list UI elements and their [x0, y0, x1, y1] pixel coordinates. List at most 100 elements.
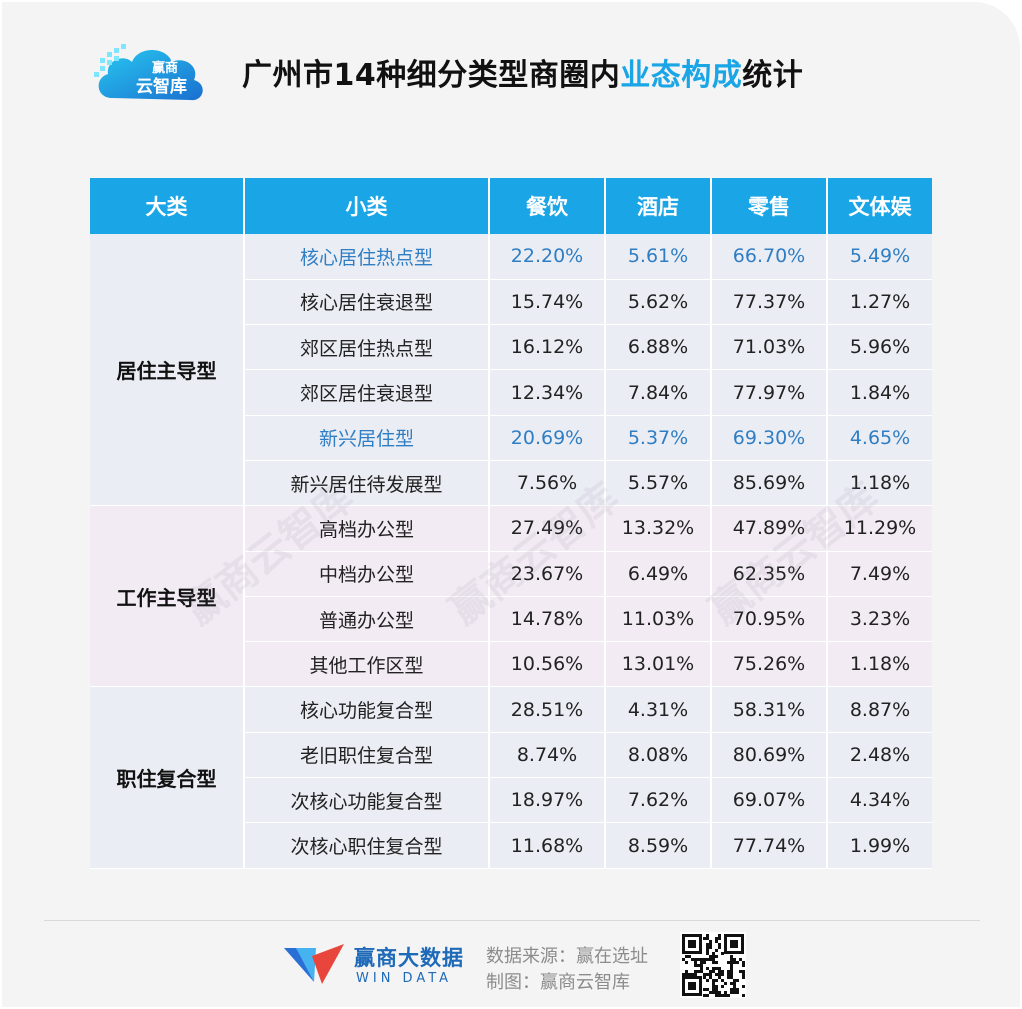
value-cell: 1.18% [827, 460, 932, 507]
logo-text-top: 赢商 [152, 60, 178, 76]
subcategory-cell: 高档办公型 [244, 505, 490, 552]
subcategory-cell: 其他工作区型 [244, 641, 490, 688]
table-row: 次核心职住复合型 11.68% 8.59% 77.74% 1.99% [90, 822, 932, 869]
value-cell: 5.96% [827, 324, 932, 371]
title-pre: 广州市14种细分类型商圈内 [242, 58, 621, 93]
value-cell: 62.35% [711, 551, 828, 597]
data-source: 数据来源：赢在选址 [486, 946, 648, 967]
title-post: 统计 [742, 58, 804, 93]
subcategory-cell: 普通办公型 [244, 596, 490, 643]
value-cell: 70.95% [711, 596, 828, 643]
value-cell: 8.87% [827, 686, 932, 733]
column-header: 零售 [711, 178, 828, 234]
table-row: 其他工作区型 10.56% 13.01% 75.26% 1.18% [90, 641, 932, 688]
value-cell: 5.49% [827, 234, 932, 280]
category-cell: 职住复合型 [90, 686, 245, 869]
value-cell: 1.99% [827, 822, 932, 869]
page-title: 广州市14种细分类型商圈内业态构成统计 [242, 52, 803, 100]
value-cell: 11.68% [489, 822, 606, 869]
value-cell: 8.74% [489, 732, 606, 779]
column-header: 餐饮 [489, 178, 606, 234]
table-row: 普通办公型 14.78% 11.03% 70.95% 3.23% [90, 596, 932, 643]
table-row: 工作主导型 高档办公型 27.49% 13.32% 47.89% 11.29% [90, 505, 932, 688]
value-cell: 8.08% [605, 732, 712, 779]
subcategory-cell: 郊区居住衰退型 [244, 369, 490, 416]
value-cell: 15.74% [489, 279, 606, 326]
value-cell: 1.84% [827, 369, 932, 416]
value-cell: 7.84% [605, 369, 712, 416]
logo-text-bottom: 云智库 [136, 76, 187, 97]
title-highlight: 业态构成 [620, 58, 743, 93]
column-header: 小类 [244, 178, 490, 234]
value-cell: 7.49% [827, 551, 932, 597]
category-cell: 工作主导型 [90, 505, 245, 688]
subcategory-cell: 老旧职住复合型 [244, 732, 490, 779]
value-cell: 5.57% [605, 460, 712, 507]
value-cell: 4.65% [827, 415, 932, 461]
value-cell: 80.69% [711, 732, 828, 779]
value-cell: 5.61% [605, 234, 712, 280]
windata-logo-icon [284, 944, 344, 984]
qr-code-icon [680, 932, 746, 998]
table-row: 老旧职住复合型 8.74% 8.08% 80.69% 2.48% [90, 732, 932, 779]
value-cell: 6.88% [605, 324, 712, 371]
value-cell: 13.01% [605, 641, 712, 688]
business-mix-table: 大类 小类 餐饮 酒店 零售 文体娱 居住主导型 核心居住热点型 22.20% 5.61% 66.… [90, 178, 932, 869]
subcategory-cell: 次核心功能复合型 [244, 777, 490, 824]
value-cell: 47.89% [711, 505, 828, 552]
footer-divider [44, 920, 980, 921]
value-cell: 8.59% [605, 822, 712, 869]
chart-maker: 制图：赢商云智库 [486, 972, 630, 993]
value-cell: 58.31% [711, 686, 828, 733]
value-cell: 20.69% [489, 415, 606, 461]
value-cell: 4.31% [605, 686, 712, 733]
value-cell: 69.07% [711, 777, 828, 824]
value-cell: 66.70% [711, 234, 828, 280]
table-row: 郊区居住热点型 16.12% 6.88% 71.03% 5.96% [90, 324, 932, 371]
value-cell: 3.23% [827, 596, 932, 643]
value-cell: 71.03% [711, 324, 828, 371]
value-cell: 69.30% [711, 415, 828, 461]
brand-name-cn: 赢商大数据 [354, 946, 464, 970]
value-cell: 14.78% [489, 596, 606, 643]
value-cell: 12.34% [489, 369, 606, 416]
value-cell: 13.32% [605, 505, 712, 552]
subcategory-cell: 郊区居住热点型 [244, 324, 490, 371]
subcategory-cell: 新兴居住型 [244, 415, 490, 461]
value-cell: 77.37% [711, 279, 828, 326]
value-cell: 1.18% [827, 641, 932, 688]
value-cell: 18.97% [489, 777, 606, 824]
table-row: 新兴居住型 20.69% 5.37% 69.30% 4.65% [90, 415, 932, 461]
table-header-row: 大类 小类 餐饮 酒店 零售 文体娱 [90, 178, 932, 234]
value-cell: 77.74% [711, 822, 828, 869]
value-cell: 22.20% [489, 234, 606, 280]
value-cell: 27.49% [489, 505, 606, 552]
value-cell: 6.49% [605, 551, 712, 597]
table-row: 郊区居住衰退型 12.34% 7.84% 77.97% 1.84% [90, 369, 932, 416]
table-row: 核心居住衰退型 15.74% 5.62% 77.37% 1.27% [90, 279, 932, 326]
column-header: 酒店 [605, 178, 712, 234]
table-row: 职住复合型 核心功能复合型 28.51% 4.31% 58.31% 8.87% [90, 686, 932, 869]
subcategory-cell: 中档办公型 [244, 551, 490, 597]
value-cell: 4.34% [827, 777, 932, 824]
subcategory-cell: 次核心职住复合型 [244, 822, 490, 869]
subcategory-cell: 核心居住热点型 [244, 234, 490, 280]
table-row: 新兴居住待发展型 7.56% 5.57% 85.69% 1.18% [90, 460, 932, 507]
value-cell: 28.51% [489, 686, 606, 733]
table-row: 次核心功能复合型 18.97% 7.62% 69.07% 4.34% [90, 777, 932, 824]
column-header: 文体娱 [827, 178, 932, 234]
value-cell: 10.56% [489, 641, 606, 688]
value-cell: 1.27% [827, 279, 932, 326]
column-header: 大类 [90, 178, 245, 234]
category-cell: 居住主导型 [90, 234, 245, 507]
value-cell: 7.62% [605, 777, 712, 824]
value-cell: 85.69% [711, 460, 828, 507]
value-cell: 11.29% [827, 505, 932, 552]
value-cell: 77.97% [711, 369, 828, 416]
brand-name-en: WIN DATA [356, 971, 453, 986]
subcategory-cell: 新兴居住待发展型 [244, 460, 490, 507]
value-cell: 7.56% [489, 460, 606, 507]
yunzhiku-cloud-logo: 赢商 云智库 [94, 44, 203, 101]
value-cell: 16.12% [489, 324, 606, 371]
